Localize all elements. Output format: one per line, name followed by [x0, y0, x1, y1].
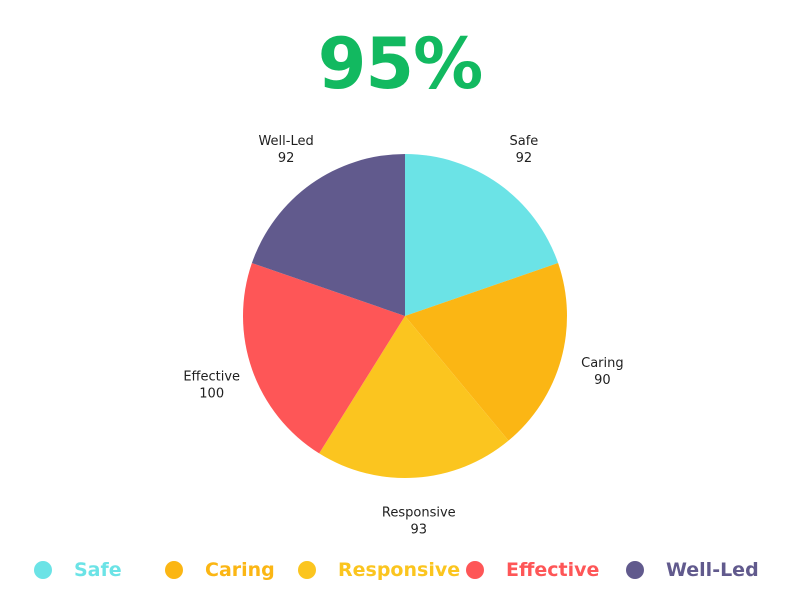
legend-marker-well-led [626, 561, 644, 579]
pie-slice-safe [405, 154, 559, 316]
slice-label-category: Safe [510, 134, 539, 149]
slice-label-safe: Safe 92 [510, 134, 539, 166]
slice-label-value: 90 [594, 373, 611, 388]
slice-label-value: 100 [199, 386, 224, 401]
pie-slice-well-led [251, 154, 405, 316]
slice-label-category: Well-Led [258, 134, 313, 149]
slice-label-value: 92 [278, 151, 295, 166]
legend-item-well-led: Well-Led [626, 555, 759, 585]
legend-item-responsive: Responsive [298, 555, 460, 585]
slice-label-well-led: Well-Led 92 [258, 134, 313, 166]
legend-marker-effective [466, 561, 484, 579]
pie-slice-effective [243, 263, 405, 454]
headline-percentage: 95% [317, 23, 484, 105]
legend-item-effective: Effective [466, 555, 599, 585]
slice-label-category: Effective [183, 369, 240, 384]
legend-marker-caring [165, 561, 183, 579]
legend: Safe Caring Responsive Effective Well-Le… [0, 555, 800, 585]
legend-label-safe: Safe [74, 559, 122, 581]
pie-slice-caring [405, 263, 567, 441]
slice-label-responsive: Responsive 93 [382, 506, 456, 538]
legend-label-effective: Effective [506, 559, 600, 581]
legend-marker-responsive [298, 561, 316, 579]
legend-item-caring: Caring [165, 555, 275, 585]
legend-item-safe: Safe [34, 555, 122, 585]
pie-slice-responsive [319, 316, 509, 479]
slice-label-value: 93 [411, 523, 428, 538]
slice-label-category: Responsive [382, 506, 456, 521]
slice-label-value: 92 [516, 151, 533, 166]
legend-marker-safe [34, 561, 52, 579]
legend-label-responsive: Responsive [338, 559, 461, 581]
slice-label-effective: Effective 100 [183, 369, 240, 401]
legend-label-caring: Caring [205, 559, 275, 581]
legend-label-well-led: Well-Led [666, 559, 759, 581]
slice-label-category: Caring [581, 356, 624, 371]
slice-label-caring: Caring 90 [581, 356, 624, 388]
